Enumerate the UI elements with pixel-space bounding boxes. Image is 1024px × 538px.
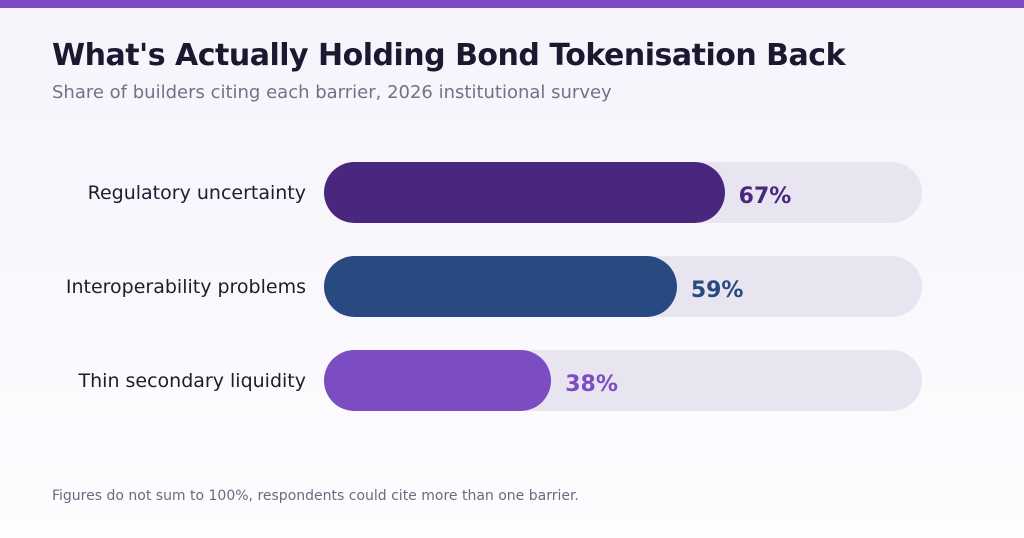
- bar-fill: [324, 162, 725, 223]
- top-accent-stripe: [0, 0, 1024, 8]
- bar-category-label: Interoperability problems: [65, 275, 306, 298]
- bar-fill: [324, 256, 677, 317]
- bar-category-label: Thin secondary liquidity: [78, 369, 306, 392]
- bar-value-label: 38%: [565, 371, 618, 397]
- bar-value-label: 59%: [690, 277, 744, 303]
- chart-subtitle: Share of builders citing each barrier, 2…: [52, 82, 612, 103]
- chart-title: What's Actually Holding Bond Tokenisatio…: [52, 38, 846, 73]
- bar-fill: [324, 350, 552, 411]
- chart-footnote: Figures do not sum to 100%, respondents …: [52, 488, 579, 504]
- bar-category-label: Regulatory uncertainty: [87, 181, 306, 204]
- bar-value-label: 67%: [738, 183, 792, 209]
